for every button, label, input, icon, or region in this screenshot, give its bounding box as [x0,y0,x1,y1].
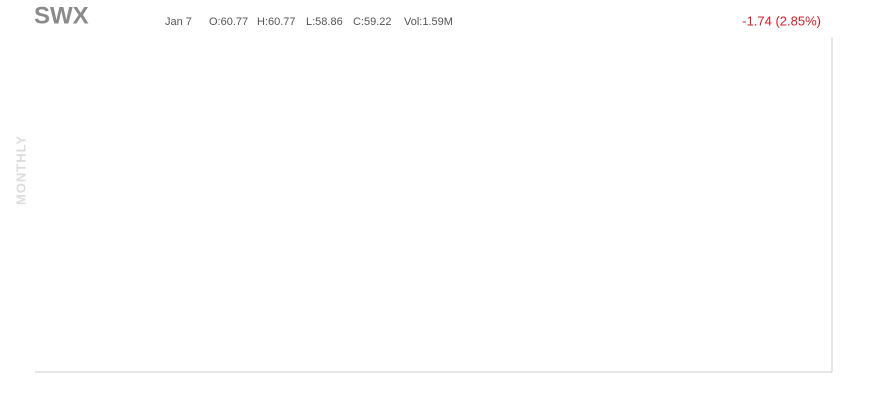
quote-low: L:58.86 [306,16,343,28]
quote-date: Jan 7 [165,16,192,28]
price-change: -1.74 (2.85%) [742,13,821,28]
symbol: SWX [34,2,89,29]
quote-high: H:60.77 [257,16,296,28]
quote-close: C:59.22 [353,16,392,28]
quote-volume: Vol:1.59M [404,16,453,28]
quote-open: O:60.77 [209,16,248,28]
period-watermark: MONTHLY [13,135,28,205]
